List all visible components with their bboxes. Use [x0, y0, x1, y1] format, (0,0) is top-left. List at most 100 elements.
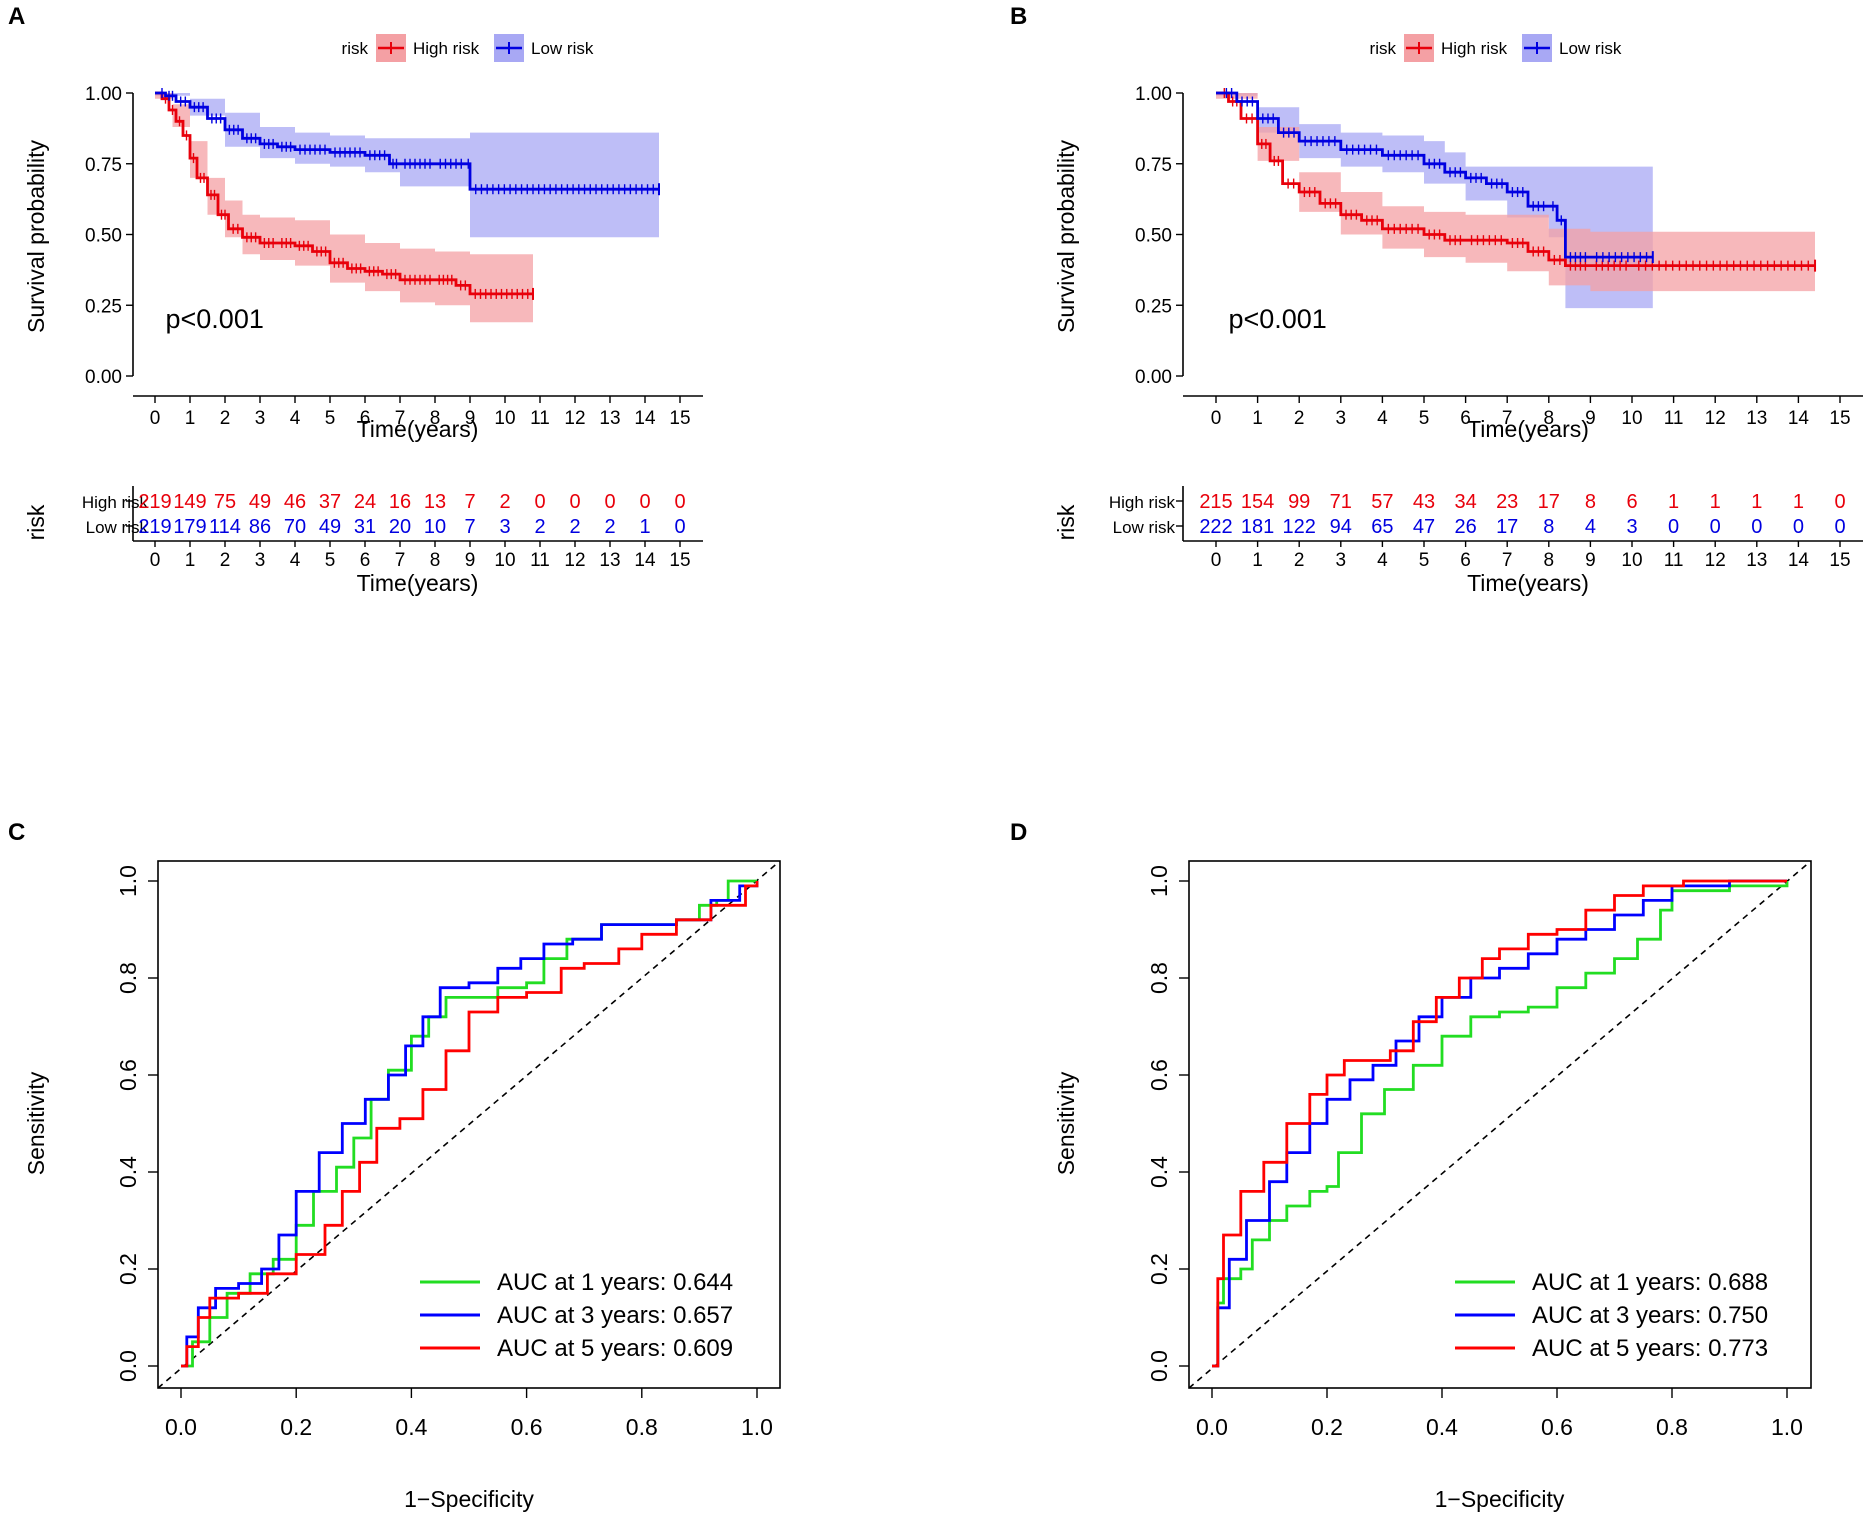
- risk-count: 122: [1283, 516, 1316, 538]
- risk-x-tick-label: 14: [634, 550, 656, 571]
- reference-diagonal: [157, 860, 781, 1389]
- ci-band-high: [155, 93, 533, 323]
- x-tick-label: 8: [430, 408, 441, 429]
- risk-count: 49: [319, 516, 341, 538]
- roc-panel-D: D 0.0 0.2 0.4 0.6 0.8 1.0 0.0 0.2 0.4 0.6 0.8 1.0 1−S…: [1010, 819, 1812, 1512]
- risk-count: 26: [1454, 516, 1476, 538]
- risk-count: 2: [534, 516, 545, 538]
- y-tick-label: 0.8: [1146, 962, 1172, 994]
- risk-x-tick-label: 8: [1544, 550, 1555, 571]
- risk-x-tick-label: 6: [360, 550, 371, 571]
- panel-label: C: [8, 819, 25, 846]
- x-tick-label: 0.4: [1426, 1414, 1458, 1440]
- x-tick-label: 3: [255, 408, 266, 429]
- risk-count: 6: [1626, 491, 1637, 513]
- y-tick-label: 0.8: [115, 962, 141, 994]
- legend-label: AUC at 3 years: 0.657: [497, 1302, 733, 1329]
- roc-panel-C: C 0.0 0.2 0.4 0.6 0.8 1.0 0.0 0.2 0.4 0.6 0.8 1.0 1−S…: [8, 819, 781, 1512]
- risk-x-tick-label: 1: [1252, 550, 1263, 571]
- x-tick-label: 0.4: [395, 1414, 427, 1440]
- risk-count: 31: [354, 516, 376, 538]
- roc-curve-3y: [181, 881, 759, 1368]
- y-tick-label: 0.00: [1135, 367, 1172, 388]
- risk-count: 43: [1413, 491, 1435, 513]
- risk-x-tick-label: 4: [290, 550, 301, 571]
- risk-count: 34: [1454, 491, 1476, 513]
- risk-count: 0: [1793, 516, 1804, 538]
- y-tick-label: 0.00: [85, 367, 122, 388]
- y-tick-label: 0.25: [1135, 296, 1172, 317]
- risk-count: 20: [389, 516, 411, 538]
- y-tick-label: 0.75: [85, 155, 122, 176]
- legend-label: AUC at 5 years: 0.773: [1532, 1335, 1768, 1362]
- x-tick-label: 0.6: [1541, 1414, 1573, 1440]
- panel-label: A: [8, 3, 25, 30]
- risk-count: 0: [1668, 516, 1679, 538]
- x-tick-label: 11: [530, 408, 550, 429]
- risk-count: 49: [249, 491, 271, 513]
- x-tick-label: 1.0: [741, 1414, 773, 1440]
- risk-x-tick-label: 14: [1788, 550, 1810, 571]
- risk-count: 24: [354, 491, 376, 513]
- risk-table-ylabel: risk: [23, 504, 49, 540]
- x-axis-title: Time(years): [1467, 416, 1589, 442]
- x-tick-label: 0: [150, 408, 161, 429]
- y-tick-label: 0.75: [1135, 155, 1172, 176]
- risk-count: 2: [569, 516, 580, 538]
- plot-frame: [1188, 860, 1812, 1389]
- risk-count: 0: [1710, 516, 1721, 538]
- risk-x-tick-label: 2: [220, 550, 231, 571]
- risk-count: 0: [674, 491, 685, 513]
- risk-x-tick-label: 1: [185, 550, 196, 571]
- risk-row-label: High risk: [82, 493, 149, 512]
- x-tick-label: 4: [1377, 408, 1388, 429]
- risk-x-tick-label: 8: [430, 550, 441, 571]
- risk-table-ylabel: risk: [1053, 504, 1079, 540]
- x-tick-label: 0.8: [1656, 1414, 1688, 1440]
- risk-count: 17: [1538, 491, 1560, 513]
- y-axis-title: Sensitivity: [23, 1071, 49, 1175]
- legend: risk High risk Low risk: [1370, 34, 1622, 62]
- x-tick-label: 4: [290, 408, 301, 429]
- risk-count: 86: [249, 516, 271, 538]
- risk-table-xlabel: Time(years): [357, 570, 479, 596]
- y-tick-label: 0.0: [1146, 1350, 1172, 1382]
- roc-curve-5y: [181, 881, 759, 1368]
- survival-curve-high: [155, 91, 533, 296]
- risk-x-tick-label: 0: [150, 550, 161, 571]
- risk-count: 13: [424, 491, 446, 513]
- risk-x-tick-label: 0: [1211, 550, 1222, 571]
- risk-count: 0: [604, 491, 615, 513]
- risk-x-tick-label: 5: [1419, 550, 1430, 571]
- risk-x-tick-label: 9: [1585, 550, 1596, 571]
- risk-count: 1: [1793, 491, 1804, 513]
- legend-label: AUC at 3 years: 0.750: [1532, 1302, 1768, 1329]
- risk-count: 70: [284, 516, 306, 538]
- x-tick-label: 12: [1705, 408, 1726, 429]
- risk-x-tick-label: 13: [599, 550, 620, 571]
- x-tick-label: 3: [1336, 408, 1347, 429]
- risk-table-xlabel: Time(years): [1467, 570, 1589, 596]
- risk-count: 7: [464, 516, 475, 538]
- legend-label: Low risk: [1559, 39, 1622, 58]
- risk-row-label: High risk: [1109, 493, 1176, 512]
- y-tick-label: 0.50: [85, 226, 122, 247]
- y-axis-title: Survival probability: [23, 139, 49, 333]
- y-axis-title: Sensitivity: [1053, 1071, 1079, 1175]
- risk-x-tick-label: 5: [325, 550, 336, 571]
- risk-x-tick-label: 11: [1664, 550, 1684, 571]
- x-tick-label: 1.0: [1771, 1414, 1803, 1440]
- risk-count: 46: [284, 491, 306, 513]
- ci-band-low: [1216, 93, 1653, 309]
- risk-count: 94: [1330, 516, 1352, 538]
- x-tick-label: 0.0: [1196, 1414, 1228, 1440]
- survival-curve-low: [155, 91, 659, 191]
- legend: AUC at 1 years: 0.688 AUC at 3 years: 0.7…: [1455, 1269, 1768, 1362]
- risk-count: 154: [1241, 491, 1274, 513]
- risk-x-tick-label: 2: [1294, 550, 1305, 571]
- risk-count: 2: [604, 516, 615, 538]
- p-value: p<0.001: [1228, 304, 1326, 334]
